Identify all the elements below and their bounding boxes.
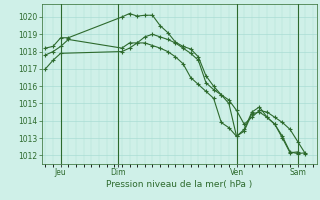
X-axis label: Pression niveau de la mer( hPa ): Pression niveau de la mer( hPa ) [106,180,252,189]
